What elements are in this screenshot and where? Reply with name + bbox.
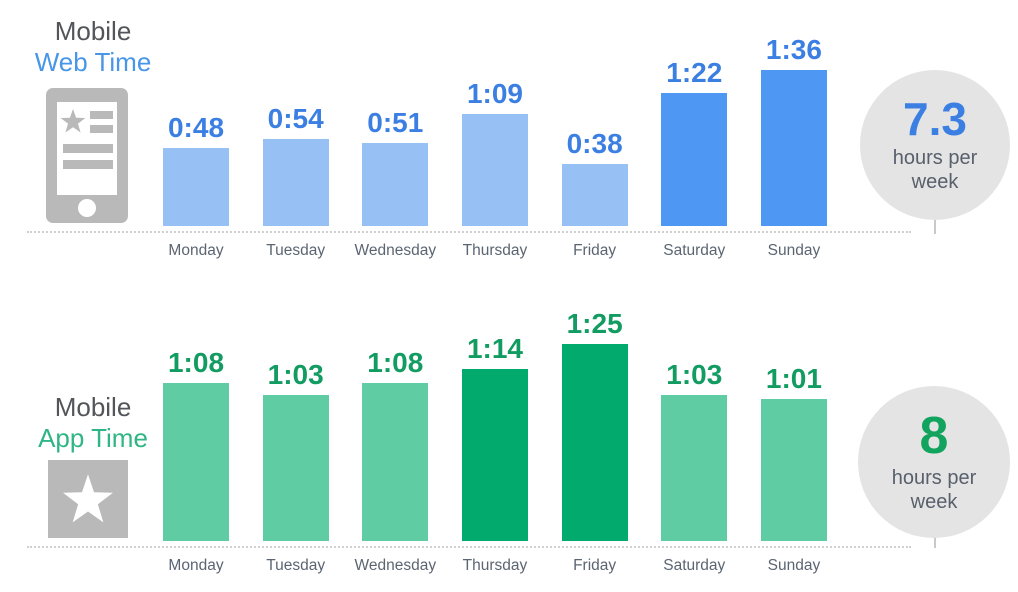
day-label: Sunday — [767, 242, 821, 259]
app-chart-title-line1: Mobile — [54, 392, 132, 422]
day-cell: Sunday — [761, 242, 827, 260]
bar — [262, 395, 329, 541]
bar — [262, 139, 329, 226]
web-chart-day-labels: Monday Tuesday Wednesday Thursday Friday Satu… — [163, 242, 827, 260]
bar — [561, 344, 628, 541]
day-cell: Tuesday — [263, 557, 329, 575]
bar — [461, 369, 528, 541]
day-cell: Friday — [562, 242, 628, 260]
bar-value-label: 0:54 — [267, 103, 324, 135]
app-chart-baseline — [27, 546, 911, 548]
bar — [163, 148, 229, 226]
bar-value-label: 1:01 — [765, 363, 822, 395]
bar-value-label: 1:08 — [167, 347, 225, 379]
bar-group-tuesday: 0:54 — [262, 103, 329, 226]
app-summary-unit: hours per week — [891, 467, 977, 513]
web-time-bars: 0:48 0:54 0:51 1:09 0:38 1:22 1:36 — [163, 28, 827, 226]
web-chart-baseline — [27, 231, 911, 233]
day-cell: Sunday — [761, 557, 827, 575]
web-summary-value: 7.3 — [903, 93, 967, 145]
day-label: Saturday — [663, 557, 726, 574]
bar-value-label: 0:38 — [566, 128, 623, 160]
day-cell: Monday — [163, 557, 229, 575]
bar-value-label: 1:25 — [566, 308, 623, 340]
day-label: Tuesday — [266, 242, 326, 259]
bar — [362, 383, 429, 541]
day-label: Monday — [168, 557, 224, 574]
bar-value-label: 1:03 — [267, 359, 324, 391]
bar — [760, 399, 827, 541]
day-label: Wednesday — [354, 557, 437, 574]
app-chart-title: Mobile App Time — [26, 392, 160, 454]
app-summary-connector — [934, 534, 936, 548]
bar-group-friday: 0:38 — [561, 128, 628, 226]
bar-value-label: 0:51 — [367, 107, 424, 139]
bar-value-label: 0:48 — [167, 112, 225, 144]
day-label: Monday — [168, 242, 224, 259]
day-cell: Monday — [163, 242, 229, 260]
day-label: Thursday — [462, 557, 528, 574]
bar-group-monday: 1:08 — [163, 347, 229, 541]
bar-group-wednesday: 1:08 — [362, 347, 429, 541]
bar-group-saturday: 1:22 — [661, 57, 728, 226]
day-label: Friday — [573, 557, 617, 574]
day-cell: Saturday — [661, 557, 727, 575]
bar — [661, 93, 728, 226]
day-cell: Saturday — [661, 242, 727, 260]
day-cell: Thursday — [462, 557, 528, 575]
bar-group-sunday: 1:36 — [760, 34, 827, 226]
app-summary-value: 8 — [919, 407, 949, 465]
day-cell: Friday — [562, 557, 628, 575]
web-summary-circle: 7.3 hours per week — [860, 70, 1010, 220]
day-cell: Thursday — [462, 242, 528, 260]
bar-group-saturday: 1:03 — [661, 359, 728, 541]
bar-value-label: 1:03 — [666, 359, 723, 391]
day-label: Wednesday — [354, 242, 437, 259]
app-chart-day-labels: Monday Tuesday Wednesday Thursday Friday Satu… — [163, 557, 827, 575]
bar-value-label: 1:36 — [765, 34, 822, 66]
web-chart-title: Mobile Web Time — [26, 16, 160, 78]
bar — [561, 164, 628, 226]
app-time-bars: 1:08 1:03 1:08 1:14 1:25 1:03 1:01 — [163, 304, 827, 541]
bar — [661, 395, 728, 541]
bar-group-sunday: 1:01 — [760, 363, 827, 541]
day-label: Friday — [573, 242, 617, 259]
day-cell: Wednesday — [355, 557, 437, 575]
day-cell: Wednesday — [355, 242, 437, 260]
bar-value-label: 1:08 — [367, 347, 424, 379]
bar-value-label: 1:14 — [466, 333, 523, 365]
bar-group-monday: 0:48 — [163, 112, 229, 226]
bar — [461, 114, 528, 226]
mobile-phone-icon — [46, 88, 128, 223]
star-icon — [48, 460, 128, 538]
bar-value-label: 1:22 — [666, 57, 723, 89]
web-chart-title-line2: Web Time — [34, 47, 152, 77]
day-label: Sunday — [767, 557, 821, 574]
bar — [362, 143, 429, 226]
app-summary-circle: 8 hours per week — [858, 386, 1010, 538]
bar-group-thursday: 1:09 — [461, 78, 528, 226]
day-label: Thursday — [462, 242, 528, 259]
web-summary-unit: hours per week — [892, 147, 978, 193]
bar-value-label: 1:09 — [466, 78, 523, 110]
day-label: Tuesday — [266, 557, 326, 574]
web-chart-title-line1: Mobile — [54, 16, 132, 46]
bar — [163, 383, 229, 541]
bar-group-friday: 1:25 — [561, 308, 628, 541]
bar — [760, 70, 827, 226]
day-label: Saturday — [663, 242, 726, 259]
app-chart-title-line2: App Time — [38, 423, 148, 453]
day-cell: Tuesday — [263, 242, 329, 260]
bar-group-thursday: 1:14 — [461, 333, 528, 541]
web-summary-connector — [934, 218, 936, 234]
bar-group-tuesday: 1:03 — [262, 359, 329, 541]
bar-group-wednesday: 0:51 — [362, 107, 429, 226]
